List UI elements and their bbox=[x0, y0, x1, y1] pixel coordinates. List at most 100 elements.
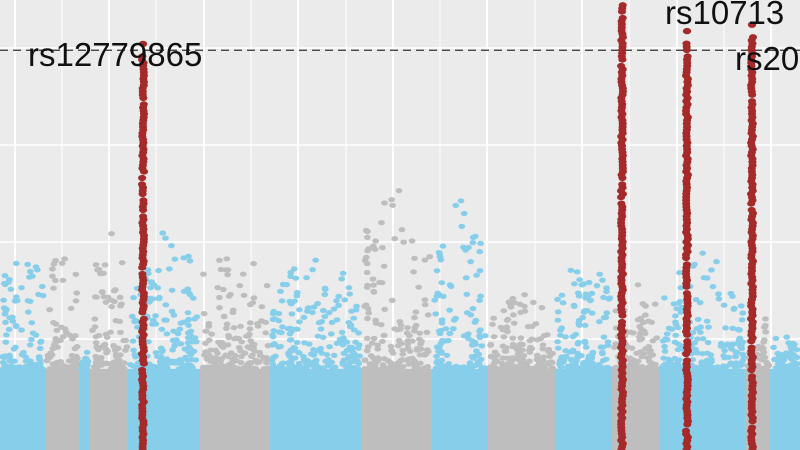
snp-point-gray-band bbox=[90, 368, 128, 450]
snp-point-gray bbox=[203, 328, 210, 334]
snp-point-blue bbox=[171, 343, 178, 349]
snp-point-blue bbox=[314, 333, 322, 339]
snp-point-blue bbox=[435, 249, 443, 256]
snp-point-blue bbox=[736, 363, 744, 369]
snp-point-blue bbox=[268, 357, 276, 363]
snp-point-blue bbox=[26, 342, 34, 348]
snp-point-blue bbox=[312, 257, 320, 263]
snp-point-gray bbox=[216, 257, 223, 263]
snp-point-gray bbox=[224, 365, 232, 372]
snp-point-gray bbox=[50, 320, 57, 326]
snp-point-blue bbox=[2, 339, 10, 345]
snp-point-gray bbox=[52, 339, 60, 345]
snp-point-gray bbox=[208, 331, 216, 337]
snp-point-blue bbox=[335, 302, 342, 308]
snp-point-gray bbox=[201, 352, 208, 358]
snp-point-blue bbox=[319, 307, 327, 314]
snp-point-blue bbox=[158, 349, 166, 355]
snp-point-blue bbox=[581, 322, 589, 328]
snp-point-gray bbox=[530, 299, 537, 305]
snp-point-blue bbox=[0, 354, 8, 361]
locus-lead-snp bbox=[138, 40, 148, 48]
snp-point-blue bbox=[296, 307, 303, 313]
snp-point-gray bbox=[199, 364, 207, 370]
snp-point-blue bbox=[190, 348, 198, 354]
snp-point-blue bbox=[327, 331, 335, 337]
snp-point-blue bbox=[323, 352, 331, 358]
snp-point-blue bbox=[275, 310, 283, 317]
snp-point-blue bbox=[150, 282, 158, 288]
snp-point-blue bbox=[129, 338, 137, 344]
snp-point-gray bbox=[112, 351, 120, 358]
snp-point-gray bbox=[61, 256, 69, 262]
snp-point-gray bbox=[246, 320, 254, 326]
snp-point-blue bbox=[659, 338, 667, 344]
snp-point-gray bbox=[363, 335, 371, 341]
locus-label: rs10713 bbox=[665, 0, 784, 31]
snp-point-blue bbox=[735, 327, 743, 333]
snp-point-blue bbox=[158, 366, 166, 372]
snp-point-blue bbox=[292, 275, 300, 281]
locus-lead-snp bbox=[682, 27, 692, 35]
snp-point-gray bbox=[102, 299, 110, 305]
snp-point-blue bbox=[189, 339, 196, 345]
locus-point bbox=[138, 270, 147, 278]
snp-point-gray bbox=[611, 344, 618, 350]
snp-point-gray bbox=[43, 358, 51, 364]
snp-point-blue bbox=[286, 325, 294, 331]
snp-point-gray bbox=[361, 357, 369, 363]
snp-point-blue bbox=[341, 297, 349, 303]
snp-point-gray bbox=[227, 350, 235, 356]
snp-point-gray bbox=[374, 355, 382, 361]
snp-point-blue bbox=[697, 364, 705, 370]
snp-point-gray bbox=[100, 270, 107, 276]
snp-point-blue bbox=[12, 344, 19, 350]
snp-point-gray bbox=[103, 350, 110, 356]
snp-point-blue bbox=[11, 298, 19, 304]
snp-point-blue bbox=[600, 334, 608, 340]
snp-point-gray-band bbox=[200, 368, 270, 450]
snp-point-blue bbox=[20, 349, 27, 356]
snp-point-blue bbox=[321, 313, 329, 320]
snp-point-gray bbox=[361, 366, 369, 372]
snp-point-blue bbox=[168, 287, 176, 293]
snp-point-gray bbox=[398, 227, 406, 233]
snp-point-blue bbox=[338, 329, 346, 335]
snp-point-gray bbox=[539, 346, 547, 352]
snp-point-gray bbox=[493, 352, 501, 358]
snp-point-blue bbox=[434, 358, 441, 364]
snp-point-gray bbox=[200, 311, 208, 317]
snp-point-blue bbox=[731, 353, 739, 359]
snp-point-gray bbox=[502, 345, 510, 351]
snp-point-gray bbox=[110, 343, 117, 349]
snp-point-gray bbox=[248, 353, 255, 359]
snp-point-gray bbox=[92, 366, 100, 372]
snp-point-gray bbox=[101, 262, 109, 268]
snp-point-gray bbox=[217, 266, 225, 273]
snp-point-blue bbox=[185, 253, 192, 259]
snp-point-blue bbox=[300, 314, 308, 320]
snp-point-blue bbox=[186, 290, 193, 297]
snp-point-gray bbox=[406, 333, 413, 339]
snp-point-gray bbox=[639, 319, 647, 326]
snp-point-blue bbox=[296, 363, 304, 369]
snp-point-gray bbox=[262, 366, 270, 372]
snp-point-gray bbox=[363, 348, 371, 354]
snp-point-blue bbox=[191, 316, 198, 322]
snp-point-gray bbox=[381, 306, 389, 312]
locus-point bbox=[747, 98, 757, 105]
snp-point-gray bbox=[250, 341, 258, 347]
snp-point-blue bbox=[481, 366, 489, 372]
snp-point-blue bbox=[442, 326, 450, 332]
snp-point-blue bbox=[26, 298, 34, 304]
snp-point-blue bbox=[78, 362, 86, 368]
snp-point-blue bbox=[26, 274, 33, 280]
snp-point-blue bbox=[596, 271, 604, 277]
snp-point-blue bbox=[777, 363, 785, 369]
snp-point-blue bbox=[434, 290, 442, 296]
snp-point-blue bbox=[306, 359, 314, 366]
snp-point-gray bbox=[424, 347, 431, 353]
snp-point-blue bbox=[186, 357, 194, 363]
snp-point-blue bbox=[672, 332, 680, 338]
snp-point-gray bbox=[223, 256, 231, 262]
